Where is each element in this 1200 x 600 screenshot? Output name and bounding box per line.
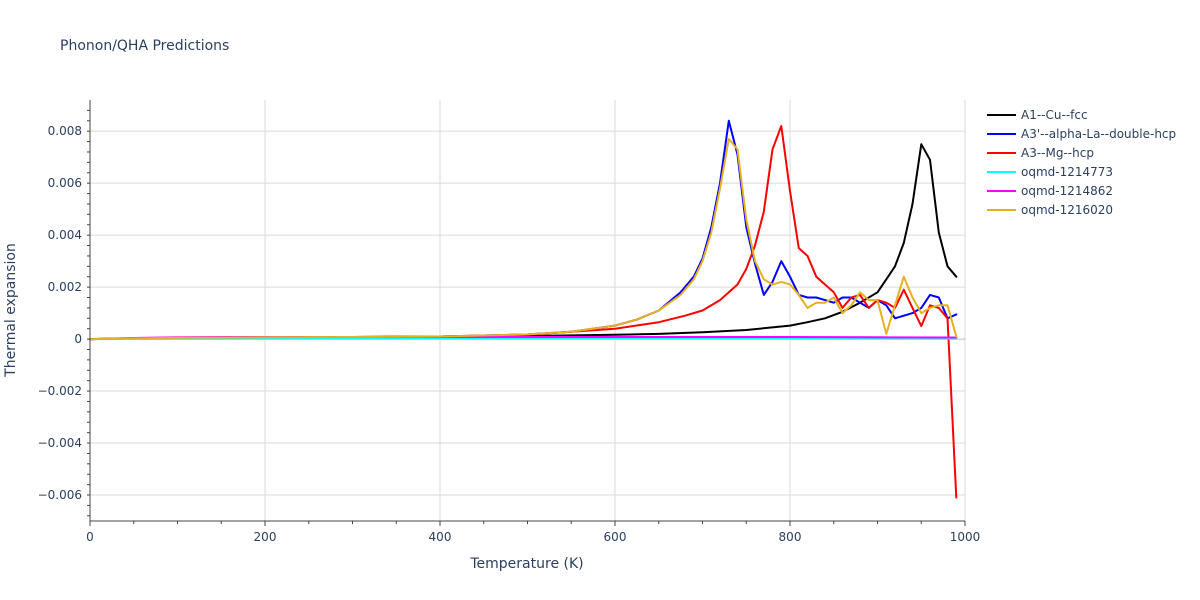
series-line-A3'--alpha-La--double-hcp (89, 119, 958, 341)
legend-item[interactable]: A3--Mg--hcp (987, 146, 1094, 160)
legend[interactable]: A1--Cu--fcc A3'--alpha-La--double-hcp A3--… (987, 108, 1176, 217)
y-tick-label: 0.006 (48, 176, 82, 190)
y-tick-label: 0.008 (48, 124, 82, 138)
x-axis-title: Temperature (K) (469, 556, 583, 572)
series-line-A3--Mg--hcp (89, 125, 958, 499)
legend-label: A1--Cu--fcc (1021, 108, 1088, 122)
y-tick-label: −0.006 (38, 488, 82, 502)
legend-label: A3'--alpha-La--double-hcp (1021, 127, 1176, 141)
x-tick-label: 800 (779, 530, 802, 544)
legend-label: A3--Mg--hcp (1021, 146, 1094, 160)
y-axis-title: Thermal expansion (3, 243, 19, 378)
axis-layer: 0 200 400 600 800 1000 −0.006 −0.004 −0.002 0 0.00… (38, 100, 981, 544)
x-tick-label: 400 (429, 530, 452, 544)
x-tick-label: 1000 (950, 530, 981, 544)
chart-title: Phonon/QHA Predictions (60, 38, 229, 54)
x-tick-label: 600 (604, 530, 627, 544)
series-line-oqmd-1214773 (89, 337, 958, 341)
legend-label: oqmd-1214862 (1021, 184, 1113, 198)
grid-layer (90, 100, 966, 521)
y-tick-label: 0 (74, 332, 82, 346)
y-tick-label: −0.002 (38, 384, 82, 398)
legend-item[interactable]: A1--Cu--fcc (987, 108, 1088, 122)
x-tick-label: 0 (86, 530, 94, 544)
legend-item[interactable]: A3'--alpha-La--double-hcp (987, 127, 1176, 141)
legend-item[interactable]: oqmd-1216020 (987, 203, 1113, 217)
legend-label: oqmd-1214773 (1021, 165, 1113, 179)
series-layer (89, 119, 958, 499)
y-tick-label: 0.002 (48, 280, 82, 294)
series-line-oqmd-1216020 (89, 138, 958, 341)
y-tick-label: −0.004 (38, 436, 82, 450)
legend-label: oqmd-1216020 (1021, 203, 1113, 217)
legend-item[interactable]: oqmd-1214862 (987, 184, 1113, 198)
y-tick-label: 0.004 (48, 228, 82, 242)
x-tick-label: 200 (254, 530, 277, 544)
legend-item[interactable]: oqmd-1214773 (987, 165, 1113, 179)
series-line-A1--Cu--fcc (89, 143, 958, 341)
